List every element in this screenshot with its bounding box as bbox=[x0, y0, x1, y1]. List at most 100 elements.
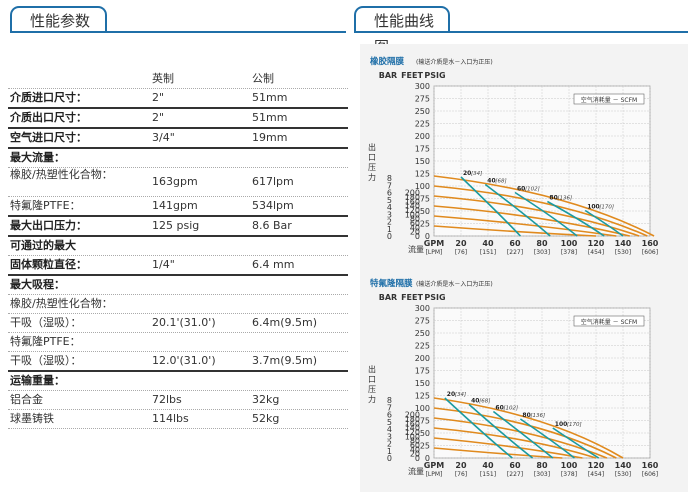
psig-tick: 75 bbox=[420, 417, 430, 426]
spec-row: 最大流量： bbox=[8, 149, 348, 168]
gpm-tick: 160 bbox=[642, 461, 659, 470]
feet-tick: 40 bbox=[410, 445, 420, 454]
chart-subtitle: (输送介质是水－入口为正压) bbox=[416, 58, 493, 66]
psig-tick: 125 bbox=[415, 170, 430, 179]
bar-tick: 7 bbox=[387, 181, 392, 190]
lpm-tick: [378] bbox=[561, 249, 577, 256]
spec-row: 介质出口尺寸： 2" 51mm bbox=[8, 109, 348, 129]
gpm-tick: 60 bbox=[509, 239, 521, 248]
spec-label: 运输重量： bbox=[10, 374, 65, 387]
performance-charts: 橡胶隔膜 (输送介质是水－入口为正压)BAR FEET PSIG02550751001… bbox=[368, 56, 659, 478]
unit-label: FEET bbox=[401, 293, 423, 302]
tab-performance-params[interactable]: 性能参数 bbox=[10, 6, 107, 32]
air-label-metric: [136] bbox=[530, 413, 545, 419]
gpm-tick: 100 bbox=[561, 239, 578, 248]
pressure-curve bbox=[433, 447, 563, 459]
lpm-tick: [151] bbox=[480, 471, 496, 478]
spec-label: 最大出口压力： bbox=[10, 219, 87, 232]
spec-imperial-value: 3/4" bbox=[152, 131, 175, 144]
psig-tick: 275 bbox=[415, 317, 430, 326]
air-curve bbox=[552, 427, 600, 459]
spec-imperial-value: 2" bbox=[152, 91, 165, 104]
gpm-tick: 100 bbox=[561, 461, 578, 470]
bar-tick: 3 bbox=[387, 210, 392, 219]
gpm-tick: GPM bbox=[424, 239, 444, 248]
air-label: 20 bbox=[447, 391, 455, 398]
pressure-curve bbox=[433, 175, 655, 237]
bar-tick: 6 bbox=[387, 189, 392, 198]
unit-label: BAR bbox=[379, 293, 397, 302]
spec-row: 铝合金 72lbs 32kg bbox=[8, 391, 348, 410]
lpm-tick: [530] bbox=[615, 249, 631, 256]
bar-tick: 0 bbox=[387, 232, 392, 241]
spec-imperial-value: 114lbs bbox=[152, 412, 189, 425]
psig-tick: 100 bbox=[415, 182, 430, 191]
unit-label: FEET bbox=[401, 71, 423, 80]
gpm-tick: 160 bbox=[642, 239, 659, 248]
air-curve bbox=[444, 397, 513, 459]
spec-imperial-value: 2" bbox=[152, 111, 165, 124]
air-label: 40 bbox=[471, 398, 479, 405]
psig-tick: 225 bbox=[415, 342, 430, 351]
gpm-tick: 120 bbox=[588, 239, 605, 248]
x-axis-label: 流量 bbox=[408, 244, 424, 254]
feet-tick: 100 bbox=[405, 210, 420, 219]
air-label: 60 bbox=[517, 186, 525, 193]
lpm-tick: [LPM] bbox=[426, 471, 443, 478]
spec-row: 可通过的最大 bbox=[8, 237, 348, 256]
tab-underline-right bbox=[354, 31, 688, 33]
col-imperial: 英制 bbox=[152, 72, 174, 85]
spec-metric-value: 32kg bbox=[252, 393, 280, 406]
pressure-curve bbox=[433, 397, 624, 459]
spec-label: 特氟隆PTFE： bbox=[10, 199, 81, 212]
spec-row: 橡胶/热塑性化合物： bbox=[8, 295, 348, 314]
psig-tick: 150 bbox=[415, 379, 430, 388]
spec-imperial-value: 20.1'(31.0') bbox=[152, 316, 216, 329]
psig-tick: 225 bbox=[415, 120, 430, 129]
lpm-tick: [76] bbox=[455, 471, 467, 478]
spec-label: 特氟隆PTFE： bbox=[10, 335, 81, 348]
feet-tick: 200 bbox=[405, 189, 420, 198]
legend-text: 空气消耗量 － SCFM bbox=[581, 96, 637, 104]
spec-label: 最大流量： bbox=[10, 151, 65, 164]
feet-tick: 200 bbox=[405, 411, 420, 420]
col-metric: 公制 bbox=[252, 72, 274, 85]
air-label-metric: [136] bbox=[557, 196, 572, 202]
air-curve bbox=[460, 176, 521, 237]
spec-row: 运输重量： bbox=[8, 372, 348, 391]
bar-tick: 8 bbox=[387, 396, 392, 405]
lpm-tick: [454] bbox=[588, 471, 604, 478]
feet-tick: 80 bbox=[410, 437, 420, 446]
chart-title: 特氟隆隔膜 bbox=[370, 278, 413, 289]
psig-tick: 25 bbox=[420, 442, 430, 451]
spec-row: 干吸（湿吸）： 20.1'(31.0') 6.4m(9.5m) bbox=[8, 314, 348, 333]
bar-tick: 5 bbox=[387, 418, 392, 427]
psig-tick: 125 bbox=[415, 392, 430, 401]
lpm-tick: [606] bbox=[642, 471, 658, 478]
spec-metric-value: 52kg bbox=[252, 412, 280, 425]
feet-tick: 140 bbox=[405, 424, 420, 433]
spec-metric-value: 19mm bbox=[252, 131, 288, 144]
spec-label: 介质出口尺寸： bbox=[10, 111, 87, 124]
spec-label: 球墨铸铁 bbox=[10, 412, 54, 425]
air-curve bbox=[468, 403, 534, 459]
air-label: 40 bbox=[487, 178, 495, 185]
air-label: 60 bbox=[495, 405, 503, 412]
x-axis-label: 流量 bbox=[408, 466, 424, 476]
feet-tick: 160 bbox=[405, 197, 420, 206]
air-label-metric: [170] bbox=[599, 205, 614, 211]
gpm-tick: 40 bbox=[482, 239, 494, 248]
lpm-tick: [303] bbox=[534, 471, 550, 478]
tab-performance-curves[interactable]: 性能曲线图 bbox=[354, 6, 450, 56]
spec-imperial-value: 141gpm bbox=[152, 199, 198, 212]
spec-row: 最大出口压力： 125 psig 8.6 Bar bbox=[8, 217, 348, 237]
spec-label: 最大吸程： bbox=[10, 278, 65, 291]
bar-tick: 7 bbox=[387, 403, 392, 412]
spec-table: 英制 公制 介质进口尺寸： 2" 51mm 介质出口尺寸： 2" 51mm 空气进口尺寸： 3… bbox=[8, 70, 348, 429]
bar-tick: 4 bbox=[387, 425, 392, 434]
bar-tick: 2 bbox=[387, 218, 392, 227]
legend-box bbox=[573, 93, 645, 105]
gpm-tick: 120 bbox=[588, 461, 605, 470]
bar-tick: 0 bbox=[387, 454, 392, 463]
air-label-metric: [68] bbox=[495, 179, 506, 185]
